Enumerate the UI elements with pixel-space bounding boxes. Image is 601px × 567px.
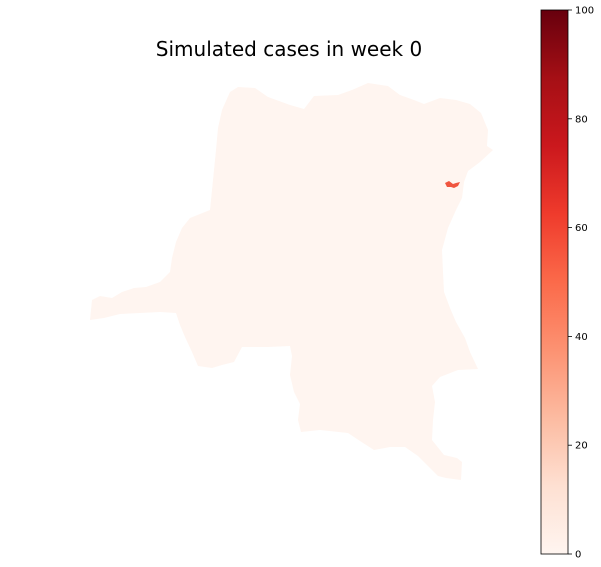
country-region bbox=[90, 83, 493, 480]
colorbar-tick-label: 40 bbox=[575, 332, 588, 343]
colorbar: 0 20 40 60 80 100 bbox=[540, 6, 594, 561]
colorbar-ticks: 0 20 40 60 80 100 bbox=[568, 6, 594, 561]
colorbar-tick-label: 60 bbox=[575, 223, 588, 234]
colorbar-tick-label: 80 bbox=[575, 114, 588, 125]
country-map bbox=[90, 83, 493, 480]
colorbar-tick-label: 20 bbox=[575, 441, 588, 452]
map-title: Simulated cases in week 0 bbox=[156, 37, 422, 61]
highlighted-district bbox=[445, 181, 460, 188]
colorbar-gradient bbox=[540, 9, 569, 555]
colorbar-tick-label: 100 bbox=[575, 6, 594, 17]
colorbar-tick-label: 0 bbox=[575, 550, 581, 561]
